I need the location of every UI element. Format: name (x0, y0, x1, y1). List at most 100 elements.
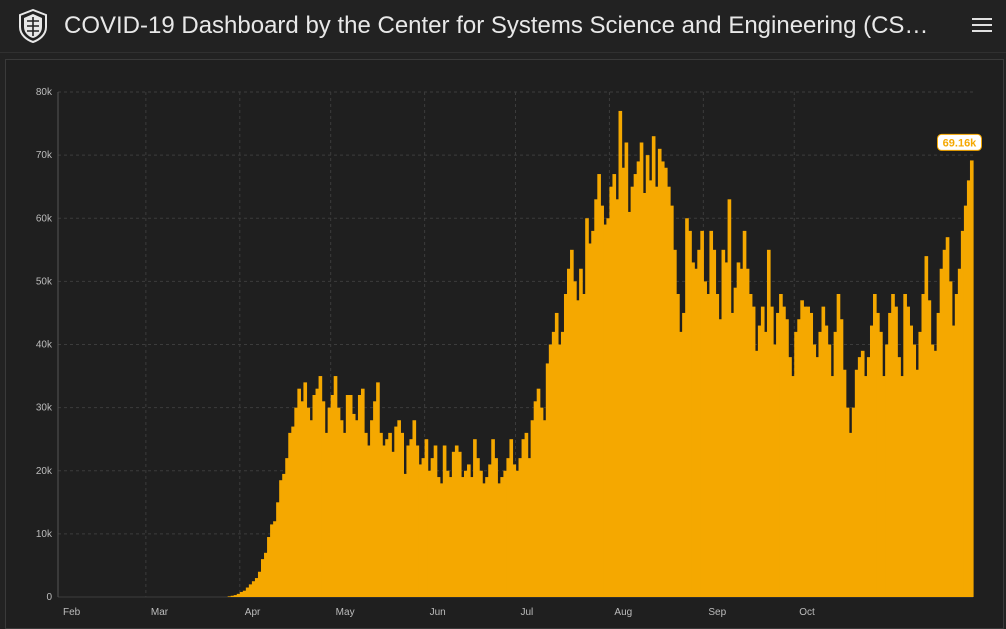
bar[interactable] (239, 591, 244, 597)
bar[interactable] (869, 325, 874, 597)
bar[interactable] (942, 249, 947, 597)
bar[interactable] (463, 470, 468, 597)
bar[interactable] (424, 439, 429, 597)
bar[interactable] (324, 432, 329, 597)
bar[interactable] (715, 294, 720, 597)
bar[interactable] (794, 331, 798, 597)
bar[interactable] (818, 331, 823, 597)
bar[interactable] (439, 483, 444, 597)
bar[interactable] (300, 401, 305, 597)
bar[interactable] (297, 388, 301, 597)
bar[interactable] (915, 369, 920, 597)
bar[interactable] (924, 256, 929, 597)
bar[interactable] (876, 312, 880, 597)
bar[interactable] (654, 186, 659, 597)
bar[interactable] (954, 294, 959, 597)
bar[interactable] (548, 344, 553, 598)
bar[interactable] (785, 319, 789, 597)
bar[interactable] (676, 294, 680, 597)
bar[interactable] (576, 300, 580, 597)
bar[interactable] (351, 413, 356, 597)
bar[interactable] (906, 306, 910, 597)
bar[interactable] (660, 161, 665, 597)
bar[interactable] (663, 167, 668, 597)
bar[interactable] (851, 407, 856, 597)
bar[interactable] (506, 458, 511, 597)
bar[interactable] (567, 268, 571, 597)
bar[interactable] (697, 249, 701, 597)
bar[interactable] (270, 524, 274, 597)
bar[interactable] (291, 426, 295, 597)
bar[interactable] (797, 319, 801, 597)
bar[interactable] (333, 376, 338, 597)
bar[interactable] (836, 294, 841, 597)
bar[interactable] (406, 445, 411, 598)
bar[interactable] (560, 331, 565, 597)
bar[interactable] (960, 230, 965, 597)
bar[interactable] (336, 407, 341, 597)
bar[interactable] (824, 325, 829, 597)
bar[interactable] (891, 294, 895, 597)
bar[interactable] (951, 325, 956, 597)
bar[interactable] (551, 331, 556, 597)
bar[interactable] (512, 464, 517, 597)
bar[interactable] (273, 521, 277, 597)
bar[interactable] (736, 262, 741, 597)
bar[interactable] (230, 595, 235, 597)
bar[interactable] (636, 161, 641, 597)
bar[interactable] (754, 350, 759, 597)
bar[interactable] (685, 218, 689, 597)
bar[interactable] (766, 249, 771, 597)
bar[interactable] (367, 445, 371, 598)
bar[interactable] (945, 237, 950, 597)
bar[interactable] (936, 312, 941, 597)
bar[interactable] (279, 480, 283, 597)
bar[interactable] (966, 180, 971, 597)
bar[interactable] (330, 395, 335, 597)
bar[interactable] (530, 420, 535, 597)
bar[interactable] (570, 249, 574, 597)
bar[interactable] (918, 331, 923, 597)
bar[interactable] (388, 432, 392, 597)
bar[interactable] (848, 432, 853, 597)
bar[interactable] (688, 230, 692, 597)
bar[interactable] (770, 306, 774, 597)
bar[interactable] (763, 331, 768, 597)
bar[interactable] (385, 439, 389, 597)
bar[interactable] (730, 312, 735, 597)
bar[interactable] (897, 357, 901, 597)
bar[interactable] (460, 477, 465, 597)
bar[interactable] (621, 167, 626, 597)
bar[interactable] (830, 376, 835, 597)
bar[interactable] (909, 325, 914, 597)
bar[interactable] (379, 432, 383, 597)
bar[interactable] (415, 445, 420, 598)
bar[interactable] (957, 268, 962, 597)
bar[interactable] (903, 294, 907, 597)
bar[interactable] (842, 369, 847, 597)
bar[interactable] (597, 174, 601, 597)
bar[interactable] (509, 439, 514, 597)
bar[interactable] (339, 420, 344, 597)
bar[interactable] (939, 268, 944, 597)
bar[interactable] (721, 249, 726, 597)
bar[interactable] (436, 477, 441, 597)
bar[interactable] (445, 470, 450, 597)
bar[interactable] (282, 473, 286, 597)
bar[interactable] (433, 445, 438, 598)
bar[interactable] (894, 306, 898, 597)
bar[interactable] (603, 224, 607, 597)
bar[interactable] (557, 344, 562, 598)
bar[interactable] (600, 205, 604, 597)
bar[interactable] (345, 395, 350, 597)
bar[interactable] (733, 287, 738, 597)
bar[interactable] (491, 439, 495, 597)
bar[interactable] (236, 593, 241, 597)
bar[interactable] (479, 470, 483, 597)
bar[interactable] (494, 458, 498, 597)
bar[interactable] (882, 376, 886, 597)
bar[interactable] (760, 306, 765, 597)
bar[interactable] (442, 445, 447, 598)
bar[interactable] (627, 211, 632, 597)
bar[interactable] (815, 357, 820, 597)
